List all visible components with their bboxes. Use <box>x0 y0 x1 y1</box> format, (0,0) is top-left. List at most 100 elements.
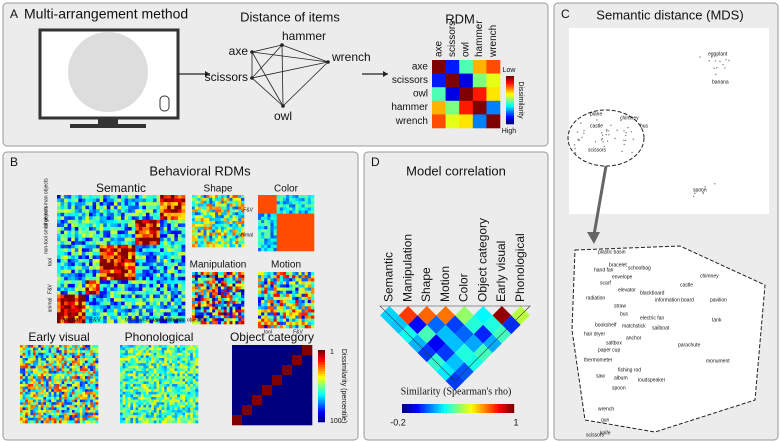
heat-cell <box>120 420 123 423</box>
heat-cell <box>274 229 277 232</box>
heat-cell <box>117 231 121 235</box>
heat-cell <box>114 302 118 306</box>
heat-cell <box>64 389 67 392</box>
heat-cell <box>120 361 123 364</box>
heat-cell <box>142 216 146 220</box>
heat-cell <box>160 309 164 313</box>
heat-cell <box>43 384 46 387</box>
heat-cell <box>302 235 305 238</box>
rdm-row-label: owl <box>413 89 428 100</box>
heat-cell <box>174 252 178 256</box>
heat-cell <box>82 400 85 403</box>
heat-cell <box>151 389 154 392</box>
heat-cell <box>93 413 96 416</box>
heat-cell <box>159 381 162 384</box>
heat-cell <box>69 348 72 351</box>
heat-cell <box>125 400 128 403</box>
heat-cell <box>78 241 82 245</box>
heat-cell <box>151 358 154 361</box>
heat-cell <box>82 227 86 231</box>
heat-cell <box>212 198 215 201</box>
heat-cell <box>57 245 61 249</box>
heat-cell <box>195 230 198 233</box>
heat-cell <box>149 284 153 288</box>
heat-cell <box>57 202 61 206</box>
heat-cell <box>143 394 146 397</box>
heat-cell <box>93 384 96 387</box>
heat-cell <box>25 358 28 361</box>
heat-cell <box>232 204 235 207</box>
heat-cell <box>90 355 93 358</box>
heat-cell <box>107 319 111 323</box>
mds-word: schoolbag <box>628 265 651 271</box>
heat-cell <box>298 300 301 303</box>
heat-cell <box>286 223 289 226</box>
heat-cell <box>305 297 308 300</box>
heat-cell <box>277 300 280 303</box>
heat-cell <box>89 223 93 227</box>
heat-cell <box>235 289 238 292</box>
heat-cell <box>30 389 33 392</box>
heat-cell <box>96 273 100 277</box>
heat-cell <box>283 309 286 312</box>
item-label: axe <box>229 44 249 58</box>
heat-cell <box>23 355 26 358</box>
heat-cell <box>261 229 264 232</box>
heat-cell <box>201 275 204 278</box>
heat-cell <box>209 241 212 244</box>
heat-cell <box>75 413 78 416</box>
colorbar-cell <box>318 400 325 403</box>
colorbar-cell <box>318 408 325 411</box>
heat-cell <box>160 248 164 252</box>
heat-cell <box>156 371 159 374</box>
heat-cell <box>75 379 78 382</box>
heat-cell <box>62 405 65 408</box>
heat-cell <box>128 387 131 390</box>
heat-cell <box>128 305 132 309</box>
heat-cell <box>272 345 282 355</box>
heat-cell <box>41 394 44 397</box>
heat-cell <box>59 353 62 356</box>
heat-cell <box>459 87 473 101</box>
heat-cell <box>264 195 267 198</box>
heat-cell <box>23 376 26 379</box>
heat-cell <box>190 387 193 390</box>
heat-cell <box>141 381 144 384</box>
heat-cell <box>238 238 241 241</box>
heat-cell <box>270 294 273 297</box>
heat-cell <box>96 305 100 309</box>
heat-cell <box>277 306 280 309</box>
heat-cell <box>133 371 136 374</box>
colorbar-cell <box>475 404 478 413</box>
heat-cell <box>61 227 65 231</box>
heat-cell <box>277 248 280 251</box>
heat-cell <box>89 248 93 252</box>
heat-cell <box>159 418 162 421</box>
heat-cell <box>54 405 57 408</box>
heat-cell <box>215 321 218 324</box>
heat-cell <box>182 389 185 392</box>
heat-cell <box>151 350 154 353</box>
heat-cell <box>235 307 238 310</box>
heat-cell <box>125 389 128 392</box>
heat-cell <box>114 220 118 224</box>
heat-cell <box>123 350 126 353</box>
heat-cell <box>88 374 91 377</box>
heat-cell <box>64 234 68 238</box>
heat-cell <box>160 287 164 291</box>
heat-cell <box>302 309 305 312</box>
heat-cell <box>93 227 97 231</box>
heat-cell <box>162 410 165 413</box>
heat-cell <box>302 300 305 303</box>
heat-cell <box>282 405 292 415</box>
heat-cell <box>75 376 78 379</box>
heat-cell <box>195 227 198 230</box>
heat-cell <box>93 366 96 369</box>
heat-cell <box>36 415 39 418</box>
heat-cell <box>71 220 75 224</box>
heat-cell <box>212 310 215 313</box>
heat-cell <box>192 201 195 204</box>
heat-cell <box>277 220 280 223</box>
heat-cell <box>181 234 185 238</box>
mds-point <box>601 139 602 140</box>
